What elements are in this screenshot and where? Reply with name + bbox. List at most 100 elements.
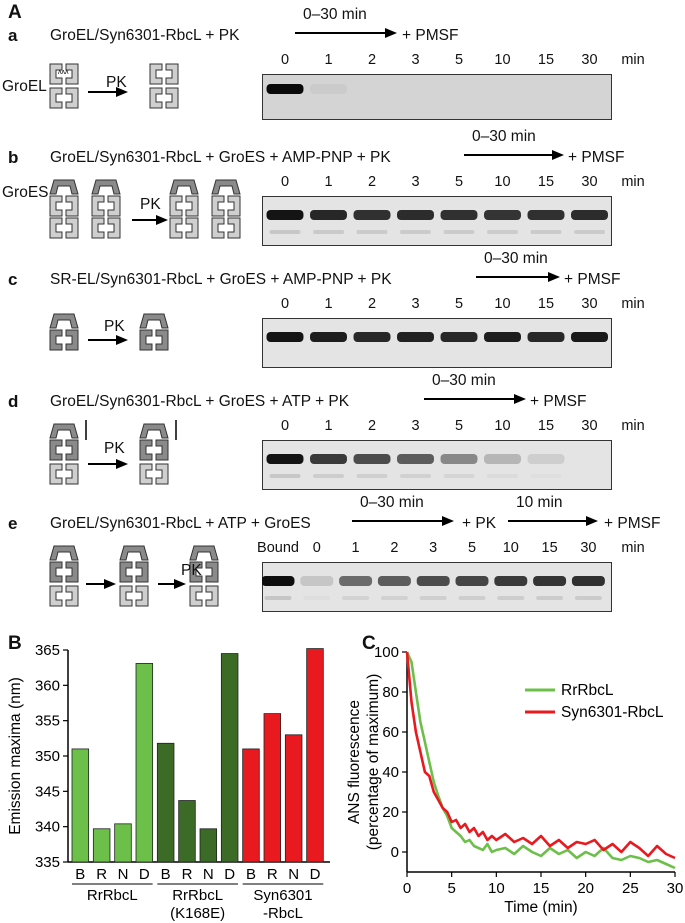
row-b-pk-label: PK [140,196,161,213]
series-line-0 [405,651,676,870]
row-b-arrow-label: 0–30 min [472,128,536,145]
gel-band [353,332,391,342]
y-tick-label: 350 [35,748,60,765]
row-a-time-unit: min [621,52,645,68]
gel-band [440,454,478,464]
row-b-lane-label: 15 [537,174,555,190]
row-e-equation: GroEL/Syn6301-RbcL + ATP + GroES [50,515,311,532]
row-c-arrow [476,272,560,282]
row-d-lane-label: 10 [494,418,511,434]
row-c-lane-label: 3 [411,296,420,312]
row-b-cartoon-label: GroES [2,184,49,201]
row-b-lane-label: 10 [494,174,511,190]
bar [199,828,218,863]
row-c-arrow-label: 0–30 min [484,250,548,267]
gel-band [484,332,521,342]
row-a-lane-label: 5 [454,52,464,68]
bar [135,663,154,863]
x-tick-label: 20 [577,880,594,897]
group-label: RrRbcL [87,887,138,904]
gel-band [266,454,304,464]
gel-band [310,84,347,94]
row-e-pk-label: PK [181,562,202,579]
gel-band [353,210,391,220]
bar-category-label: N [118,866,129,883]
row-a-gel [262,74,612,120]
group-label: RrRbcL [172,887,223,904]
row-a-after-arrow: + PMSF [402,27,459,44]
y-axis-label: ANS fluorescence [346,700,363,824]
bar-category-label: N [288,866,299,883]
y-tick-label: 80 [382,684,399,701]
gel-band [533,576,567,586]
svg-text:ᴧᴧᴧ: ᴧᴧᴧ [58,69,69,76]
row-e-arrow2-label: 10 min [516,494,563,511]
gel-band [397,454,434,464]
row-e-lane-label: 5 [467,540,477,556]
gel-band [310,332,347,342]
row-b-time-unit: min [621,174,645,190]
y-axis-label: (percentage of maximum) [365,674,382,851]
x-tick-label: 0 [403,880,411,897]
row-a-lane-label: 10 [494,52,511,68]
gel-band [339,576,373,586]
row-d-equation: GroEL/Syn6301-RbcL + GroES + ATP + PK [50,393,350,410]
bar-category-label: B [246,866,256,883]
gel-band [310,454,347,464]
row-e-gel [262,562,612,612]
row-d-letter: d [8,392,19,411]
bar [156,742,175,863]
gel-band [455,576,489,586]
row-d-time-unit: min [621,418,645,434]
x-tick-label: 5 [447,880,455,897]
row-b-arrow [464,150,564,160]
row-a-equation: GroEL/Syn6301-RbcL + PK [50,27,240,44]
gel-band [527,332,565,342]
row-c-pk-label: PK [104,318,125,335]
gel-band [300,576,334,586]
row-c-lane-label: 10 [494,296,511,312]
row-a-lane-label: 3 [411,52,420,68]
group-label: -RbcL [263,905,303,922]
row-c-lane-label: 2 [367,296,377,312]
row-e-lane-label: 0 [312,540,321,556]
bar-category-label: B [75,866,85,883]
gel-band [310,210,347,220]
row-a-lane-label: 1 [324,52,333,68]
row-e-after-arrow: + PMSF [604,515,661,532]
group-label: (K168E) [170,905,225,922]
bar [114,823,132,863]
bar [242,748,260,863]
bar-category-label: N [203,866,214,883]
row-b-lane-label: 1 [324,174,333,190]
y-tick-label: 60 [382,724,399,741]
gel-band [484,210,521,220]
row-b-lane-label: 5 [454,174,464,190]
row-d-after-arrow: + PMSF [530,393,587,410]
x-axis-label: Time (min) [504,899,577,916]
row-e-lane-label: 2 [390,540,399,556]
y-tick-label: 0 [391,844,399,861]
row-e-lane-label: 30 [580,540,597,556]
row-d-schematic [49,420,177,485]
gel-band [266,332,304,342]
gel-band [571,332,608,342]
row-d-lane-label: 1 [324,418,333,434]
row-a-schematic: ᴧᴧᴧ [49,63,179,109]
x-tick-label: 25 [622,880,639,897]
gel-band [527,210,565,220]
row-e-middle: + PK [462,515,497,532]
y-tick-label: 365 [35,642,60,659]
row-a-lane-label: 30 [581,52,598,68]
bar [92,828,111,863]
row-c-letter: c [8,270,18,289]
bar-category-label: D [310,866,321,883]
row-b-lane-label: 30 [581,174,598,190]
series-line-1 [405,651,676,860]
row-a-lane-label: 2 [367,52,377,68]
row-c-time-unit: min [621,296,645,312]
y-tick-label: 20 [382,804,399,821]
row-d-lane-label: 5 [454,418,464,434]
row-e-letter: e [8,514,18,533]
row-c-lane-label: 30 [581,296,598,312]
